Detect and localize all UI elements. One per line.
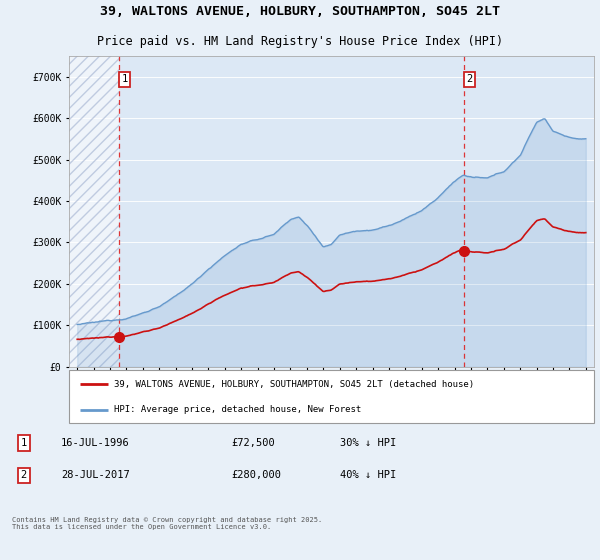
Text: 30% ↓ HPI: 30% ↓ HPI [340,438,397,448]
Text: £280,000: £280,000 [231,470,281,480]
Text: 2: 2 [20,470,27,480]
Text: £72,500: £72,500 [231,438,275,448]
Text: 16-JUL-1996: 16-JUL-1996 [61,438,130,448]
Text: 1: 1 [121,74,128,85]
Text: Contains HM Land Registry data © Crown copyright and database right 2025.
This d: Contains HM Land Registry data © Crown c… [12,517,322,530]
Text: 1: 1 [20,438,27,448]
Text: Price paid vs. HM Land Registry's House Price Index (HPI): Price paid vs. HM Land Registry's House … [97,35,503,48]
Text: 2: 2 [466,74,473,85]
Text: 39, WALTONS AVENUE, HOLBURY, SOUTHAMPTON, SO45 2LT: 39, WALTONS AVENUE, HOLBURY, SOUTHAMPTON… [100,5,500,18]
FancyBboxPatch shape [69,370,594,423]
Text: HPI: Average price, detached house, New Forest: HPI: Average price, detached house, New … [113,405,361,414]
Bar [69,56,119,367]
Text: 40% ↓ HPI: 40% ↓ HPI [340,470,397,480]
Text: 28-JUL-2017: 28-JUL-2017 [61,470,130,480]
Text: 39, WALTONS AVENUE, HOLBURY, SOUTHAMPTON, SO45 2LT (detached house): 39, WALTONS AVENUE, HOLBURY, SOUTHAMPTON… [113,380,474,389]
